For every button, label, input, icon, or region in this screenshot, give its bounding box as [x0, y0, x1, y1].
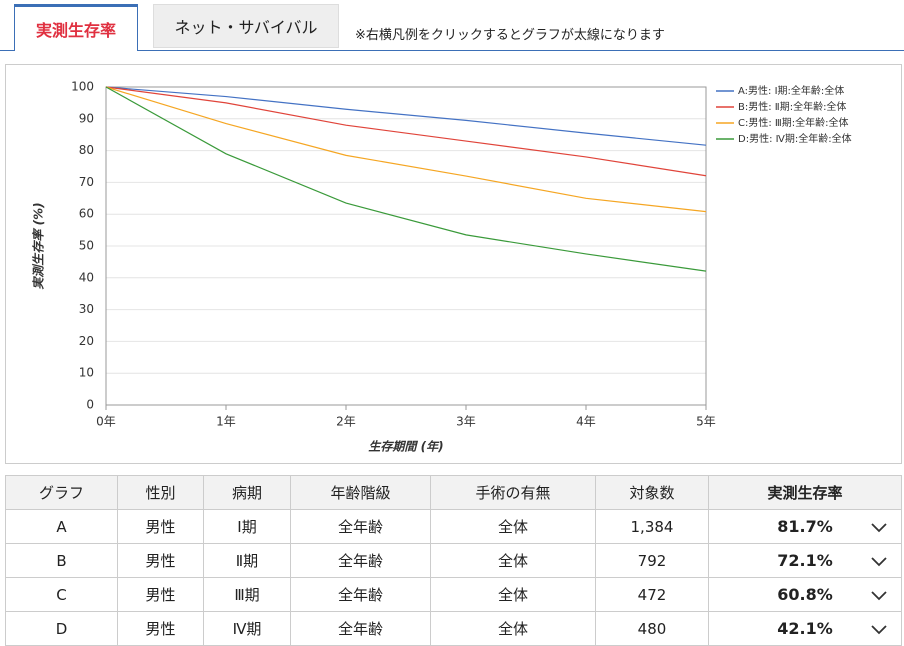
plot-frame [105, 86, 707, 406]
cell: 全体 [430, 543, 596, 578]
cell: 60.8% [708, 577, 902, 612]
cell: 42.1% [708, 611, 902, 646]
x-tick-label: 2年 [336, 415, 356, 429]
y-axis-title: 実測生存率 (%) [32, 202, 46, 289]
cell: 480 [595, 611, 709, 646]
y-tick-label: 20 [79, 334, 94, 348]
expand-icon[interactable] [871, 591, 887, 601]
cell: Ⅱ期 [203, 543, 291, 578]
cell: Ⅲ期 [203, 577, 291, 612]
header-cell: 対象数 [595, 475, 709, 510]
data-table: グラフ 性別 病期 年齢階級 手術の有無 対象数 実測生存率 A 男性 Ⅰ期 全年齢 全体 1,384 8… [5, 475, 902, 646]
expand-icon[interactable] [871, 557, 887, 567]
y-tick-label: 80 [79, 143, 94, 157]
header-cell: 実測生存率 [708, 475, 902, 510]
y-tick-label: 100 [71, 80, 94, 94]
tab[interactable]: 実測生存率 [14, 4, 138, 51]
cell: 全体 [430, 577, 596, 612]
x-tick-label: 3年 [456, 415, 476, 429]
cell: Ⅰ期 [203, 509, 291, 544]
y-tick-label: 0 [86, 398, 94, 412]
cell: D [5, 611, 118, 646]
legend-label[interactable]: D:男性: Ⅳ期:全年齢:全体 [738, 132, 852, 145]
legend-label[interactable]: B:男性: Ⅱ期:全年齢:全体 [738, 100, 846, 113]
y-tick-label: 50 [79, 239, 94, 253]
cell: 全年齢 [290, 611, 431, 646]
y-tick-label: 90 [79, 111, 94, 125]
legend-label[interactable]: A:男性: Ⅰ期:全年齢:全体 [738, 84, 844, 97]
x-axis-title: 生存期間 (年) [368, 440, 443, 454]
chart: 実測生存率 (%) 生存期間 (年) 0 10 20 30 40 50 60 70 80 90 10… [32, 80, 852, 454]
y-tick-label: 10 [79, 366, 94, 380]
cell: 男性 [117, 611, 204, 646]
expand-icon[interactable] [871, 625, 887, 635]
x-tick-label: 0年 [96, 415, 116, 429]
y-tick-label: 60 [79, 207, 94, 221]
series-line [105, 86, 707, 146]
cell: 全体 [430, 611, 596, 646]
expand-icon[interactable] [871, 523, 887, 533]
header-cell: 性別 [117, 475, 204, 510]
cell: 全年齢 [290, 543, 431, 578]
header-cell: 病期 [203, 475, 291, 510]
cell: 792 [595, 543, 709, 578]
cell: B [5, 543, 118, 578]
rate-value: 60.8% [777, 585, 833, 604]
cell: C [5, 577, 118, 612]
tab[interactable]: ネット・サバイバル [153, 4, 339, 48]
cell: 72.1% [708, 543, 902, 578]
chart-panel: 実測生存率 (%) 生存期間 (年) 0 10 20 30 40 50 60 70 80 90 10… [5, 64, 902, 464]
cell: A [5, 509, 118, 544]
cell: 81.7% [708, 509, 902, 544]
y-tick-label: 70 [79, 175, 94, 189]
series-line [105, 86, 707, 177]
cell: Ⅳ期 [203, 611, 291, 646]
rate-value: 42.1% [777, 619, 833, 638]
header-cell: グラフ [5, 475, 118, 510]
rate-value: 81.7% [777, 517, 833, 536]
cell: 全年齢 [290, 509, 431, 544]
tab-line [0, 50, 904, 51]
cell: 男性 [117, 509, 204, 544]
header-cell: 手術の有無 [430, 475, 596, 510]
series-line [105, 86, 707, 213]
cell: 472 [595, 577, 709, 612]
series-line [105, 86, 707, 272]
legend-label[interactable]: C:男性: Ⅲ期:全年齢:全体 [738, 116, 849, 129]
note: ※右横凡例をクリックするとグラフが太線になります [355, 28, 665, 43]
cell: 男性 [117, 577, 204, 612]
x-tick-label: 4年 [576, 415, 596, 429]
header-cell: 年齢階級 [290, 475, 431, 510]
y-tick-label: 40 [79, 270, 94, 284]
cell: 全年齢 [290, 577, 431, 612]
rate-value: 72.1% [777, 551, 833, 570]
x-tick-label: 1年 [216, 415, 236, 429]
cell: 1,384 [595, 509, 709, 544]
cell: 全体 [430, 509, 596, 544]
x-tick-label: 5年 [696, 415, 716, 429]
y-tick-label: 30 [79, 302, 94, 316]
cell: 男性 [117, 543, 204, 578]
